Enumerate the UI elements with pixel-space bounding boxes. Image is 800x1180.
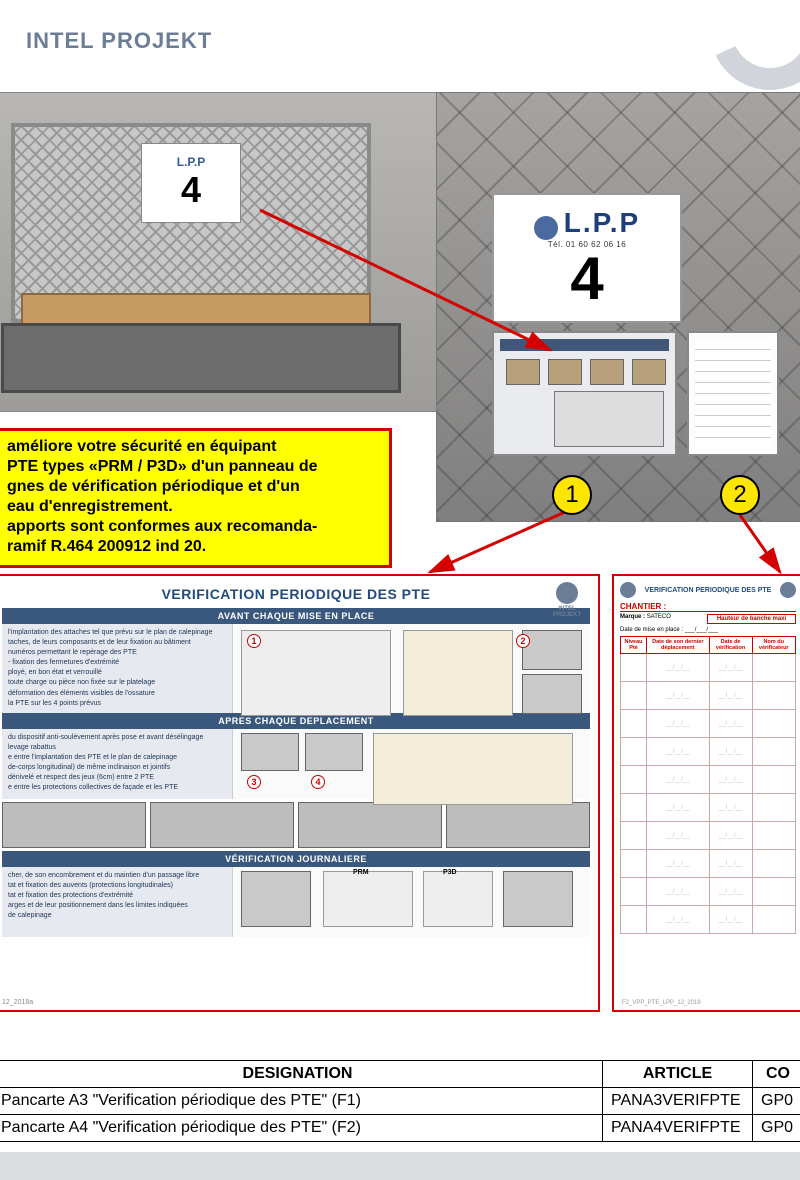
doc1-section3-text: cher, de son encombrement et du maintien… — [2, 867, 232, 937]
info-line: gnes de vérification périodique et d'un — [7, 477, 379, 497]
doc2-logo-icon — [620, 582, 636, 598]
doc2-table: Niveau Pté Date de son dernier déplaceme… — [620, 636, 796, 934]
equipment-label-big: L.P.P Tél. 01 60 62 06 16 4 — [492, 193, 682, 323]
label-number-big: 4 — [570, 249, 603, 309]
equipment-label-small: L.P.P 4 — [141, 143, 241, 223]
photo-fence-closeup: L.P.P Tél. 01 60 62 06 16 4 — [436, 92, 800, 522]
doc1-section1-text: l'implantation des attaches tel que prév… — [2, 624, 232, 713]
info-line: eau d'enregistrement. — [7, 497, 379, 517]
doc2-hauteur-box: Hauteur de banche maxi — [707, 614, 796, 624]
marker-2: 2 — [720, 475, 760, 515]
label-brand-big: L.P.P — [564, 207, 640, 238]
photo-equipment: L.P.P 4 — [0, 92, 440, 412]
table-row: Pancarte A3 "Verification périodique des… — [0, 1088, 800, 1115]
product-table: DESIGNATION ARTICLE CO Pancarte A3 "Veri… — [0, 1060, 800, 1142]
doc-registration-sheet: VERIFICATION PERIODIQUE DES PTE CHANTIER… — [612, 574, 800, 1012]
doc1-section2-imgs: 3 4 — [232, 729, 590, 799]
doc1-section3-imgs: PRM P3D — [232, 867, 590, 937]
marker-1: 1 — [552, 475, 592, 515]
doc2-footer: F2_VPP_PTE_LPP_12_2018 — [622, 1000, 701, 1006]
verification-sign-photo — [492, 331, 677, 456]
table-row: Pancarte A4 "Verification périodique des… — [0, 1115, 800, 1142]
col-co: CO — [753, 1061, 800, 1088]
doc2-title: VERIFICATION PERIODIQUE DES PTE — [636, 587, 780, 594]
info-line: améliore votre sécurité en équipant — [7, 437, 379, 457]
doc1-title: VERIFICATION PERIODIQUE DES PTE — [2, 586, 590, 602]
brand-swoosh — [693, 0, 800, 107]
info-line: apports sont conformes aux recomanda- — [7, 517, 379, 537]
doc2-chantier-label: CHANTIER : — [620, 602, 796, 612]
doc1-logo: INTEL PROJEKT — [546, 582, 588, 624]
doc1-thumb-strip — [2, 799, 590, 851]
registration-sheet-photo — [687, 331, 779, 456]
label-brand: L.P.P — [177, 155, 205, 169]
info-line: ramif R.464 200912 ind 20. — [7, 537, 379, 557]
doc1-section3-heading: VÉRIFICATION JOURNALIERE — [2, 851, 590, 867]
doc1-footer: 12_2018a — [2, 999, 33, 1006]
info-callout: améliore votre sécurité en équipant PTE … — [0, 428, 392, 568]
label-number: 4 — [181, 169, 201, 211]
page-title: INTEL PROJEKT — [26, 28, 212, 54]
doc1-section1-heading: AVANT CHAQUE MISE EN PLACE — [2, 608, 590, 624]
doc1-section1-imgs: 1 2 — [232, 624, 590, 713]
doc2-logo-icon — [780, 582, 796, 598]
info-line: PTE types «PRM / P3D» d'un panneau de — [7, 457, 379, 477]
col-article: ARTICLE — [603, 1061, 753, 1088]
doc-verification-periodique: INTEL PROJEKT VERIFICATION PERIODIQUE DE… — [0, 574, 600, 1012]
col-designation: DESIGNATION — [0, 1061, 603, 1088]
footer-bar — [0, 1152, 800, 1180]
doc1-section2-text: du dispositif anti-soulèvement après pos… — [2, 729, 232, 799]
